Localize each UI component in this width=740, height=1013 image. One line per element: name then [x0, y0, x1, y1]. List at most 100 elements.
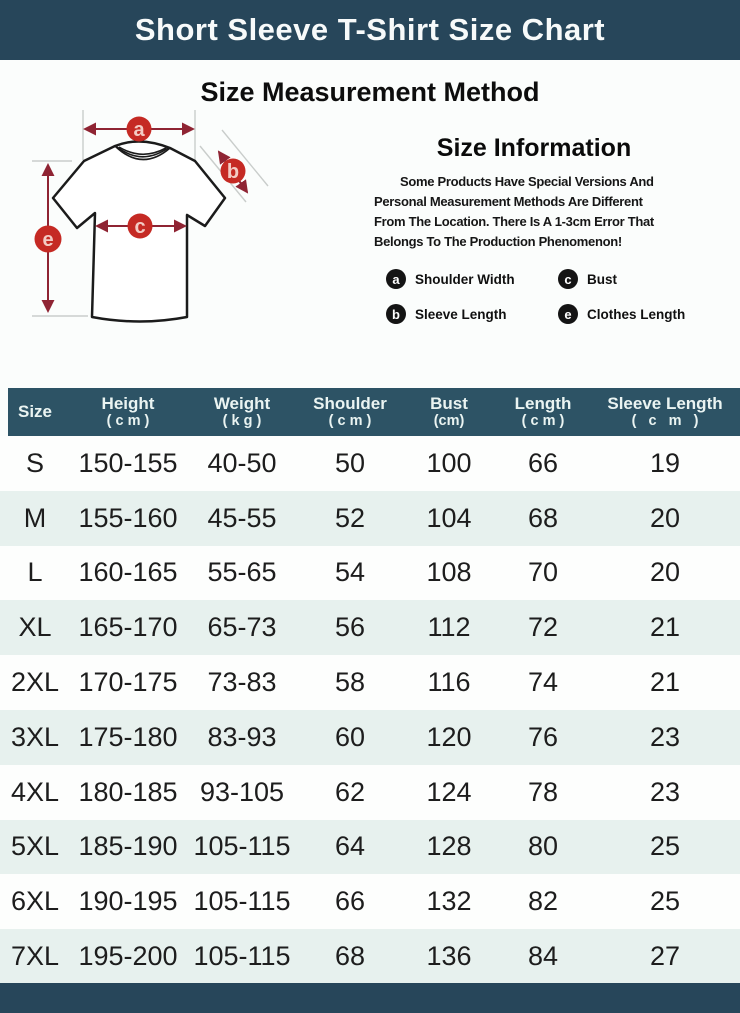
- value-cell: 20: [649, 557, 681, 588]
- measurement-markers: a b c e: [34, 116, 246, 253]
- legend-marker-e: e: [558, 304, 578, 324]
- marker-c: [127, 213, 153, 239]
- marker-e-label: e: [42, 229, 53, 251]
- size-table-body: S 150-155 40-50 50 100 66 19 M 155-160 45-55 52 104…: [0, 436, 740, 984]
- value-cell: 72: [527, 612, 559, 643]
- value-cell: 150-155: [78, 447, 178, 478]
- marker-e: [34, 225, 62, 253]
- value-cell: 105-115: [193, 886, 291, 917]
- table-row: 6XL 190-195 105-115 66 132 82 25: [0, 874, 740, 930]
- value-cell: 20: [649, 502, 681, 533]
- marker-a-label: a: [133, 119, 145, 141]
- value-cell: 25: [649, 831, 681, 862]
- value-cell: 73-83: [207, 667, 277, 698]
- size-cell: 6XL: [10, 886, 60, 917]
- value-cell: 132: [426, 886, 472, 917]
- size-cell: S: [25, 447, 44, 478]
- legend-item-sleeve-length: b Sleeve Length: [386, 304, 558, 324]
- col-header-weight: Weight( k g ): [186, 388, 298, 436]
- value-cell: 83-93: [207, 721, 277, 752]
- size-cell: 5XL: [10, 831, 60, 862]
- value-cell: 52: [334, 502, 366, 533]
- marker-b: [220, 158, 246, 184]
- legend-marker-b: b: [386, 304, 406, 324]
- table-row: L 160-165 55-65 54 108 70 20: [0, 545, 740, 601]
- size-cell: 3XL: [10, 721, 60, 752]
- value-cell: 27: [649, 941, 681, 972]
- tshirt-diagram-svg: a b c e: [32, 110, 269, 323]
- info-text-line: Belongs To The Production Phenomenon!: [374, 234, 622, 249]
- table-row: 7XL 195-200 105-115 68 136 84 27: [0, 929, 740, 984]
- value-cell: 78: [527, 776, 559, 807]
- value-cell: 74: [527, 667, 559, 698]
- size-table: Size Height( c m ) Weight( k g ) Shoulde…: [0, 388, 740, 984]
- value-cell: 116: [427, 667, 471, 698]
- col-header-sleeve-length: Sleeve Length( c m ): [590, 388, 740, 436]
- size-table-header: Size Height( c m ) Weight( k g ) Shoulde…: [0, 388, 740, 436]
- legend-marker-a: a: [386, 269, 406, 289]
- legend-item-bust: c Bust: [558, 269, 694, 289]
- marker-b-label: b: [227, 161, 239, 183]
- value-cell: 50: [334, 447, 366, 478]
- table-row: 4XL 180-185 93-105 62 124 78 23: [0, 764, 740, 820]
- value-cell: 185-190: [78, 831, 178, 862]
- size-information-panel: Size Information Some Products Have Spec…: [374, 134, 694, 324]
- size-cell: 2XL: [10, 667, 60, 698]
- value-cell: 124: [426, 776, 472, 807]
- value-cell: 128: [426, 831, 472, 862]
- value-cell: 112: [427, 612, 471, 643]
- value-cell: 80: [527, 831, 559, 862]
- measurement-method-heading: Size Measurement Method: [200, 77, 540, 107]
- value-cell: 60: [334, 721, 366, 752]
- info-text-line: Some Products Have Special Versions And: [400, 174, 654, 189]
- size-information-title: Size Information: [436, 134, 632, 162]
- value-cell: 19: [649, 447, 681, 478]
- info-text-line: Personal Measurement Methods Are Differe…: [374, 194, 643, 209]
- value-cell: 45-55: [207, 502, 277, 533]
- size-cell: M: [23, 502, 47, 533]
- marker-c-label: c: [134, 216, 145, 238]
- legend-item-shoulder-width: a Shoulder Width: [386, 269, 558, 289]
- footer-bar: [0, 983, 740, 1013]
- value-cell: 136: [426, 941, 472, 972]
- value-cell: 160-165: [78, 557, 178, 588]
- value-cell: 21: [649, 667, 681, 698]
- value-cell: 195-200: [78, 941, 178, 972]
- table-row: XL 165-170 65-73 56 112 72 21: [0, 600, 740, 656]
- value-cell: 23: [649, 776, 681, 807]
- value-cell: 54: [334, 557, 366, 588]
- value-cell: 155-160: [78, 502, 178, 533]
- value-cell: 40-50: [207, 447, 277, 478]
- size-cell: XL: [18, 612, 52, 643]
- value-cell: 68: [334, 941, 366, 972]
- value-cell: 68: [527, 502, 559, 533]
- col-header-size: Size: [0, 388, 70, 436]
- table-row: 5XL 185-190 105-115 64 128 80 25: [0, 819, 740, 875]
- value-cell: 120: [426, 721, 472, 752]
- tshirt-diagram: a b c e: [30, 106, 310, 358]
- value-cell: 104: [426, 502, 472, 533]
- title-bar: Short Sleeve T-Shirt Size Chart: [0, 0, 740, 60]
- value-cell: 170-175: [78, 667, 178, 698]
- size-cell: 4XL: [10, 776, 60, 807]
- value-cell: 62: [334, 776, 366, 807]
- size-information-body: Some Products Have Special Versions And …: [374, 172, 694, 252]
- table-row: 2XL 170-175 73-83 58 116 74 21: [0, 655, 740, 710]
- legend-marker-c: c: [558, 269, 578, 289]
- table-header-left-notch: [0, 388, 8, 436]
- table-row: 3XL 175-180 83-93 60 120 76 23: [0, 709, 740, 765]
- col-header-length: Length( c m ): [496, 388, 590, 436]
- value-cell: 180-185: [78, 776, 178, 807]
- value-cell: 58: [334, 667, 366, 698]
- value-cell: 56: [334, 612, 366, 643]
- value-cell: 175-180: [78, 721, 178, 752]
- value-cell: 25: [649, 886, 681, 917]
- value-cell: 82: [527, 886, 559, 917]
- value-cell: 165-170: [78, 612, 178, 643]
- value-cell: 64: [334, 831, 366, 862]
- col-header-height: Height( c m ): [70, 388, 186, 436]
- col-header-shoulder: Shoulder( c m ): [298, 388, 402, 436]
- col-header-bust: Bust (cm): [402, 388, 496, 436]
- value-cell: 76: [527, 721, 559, 752]
